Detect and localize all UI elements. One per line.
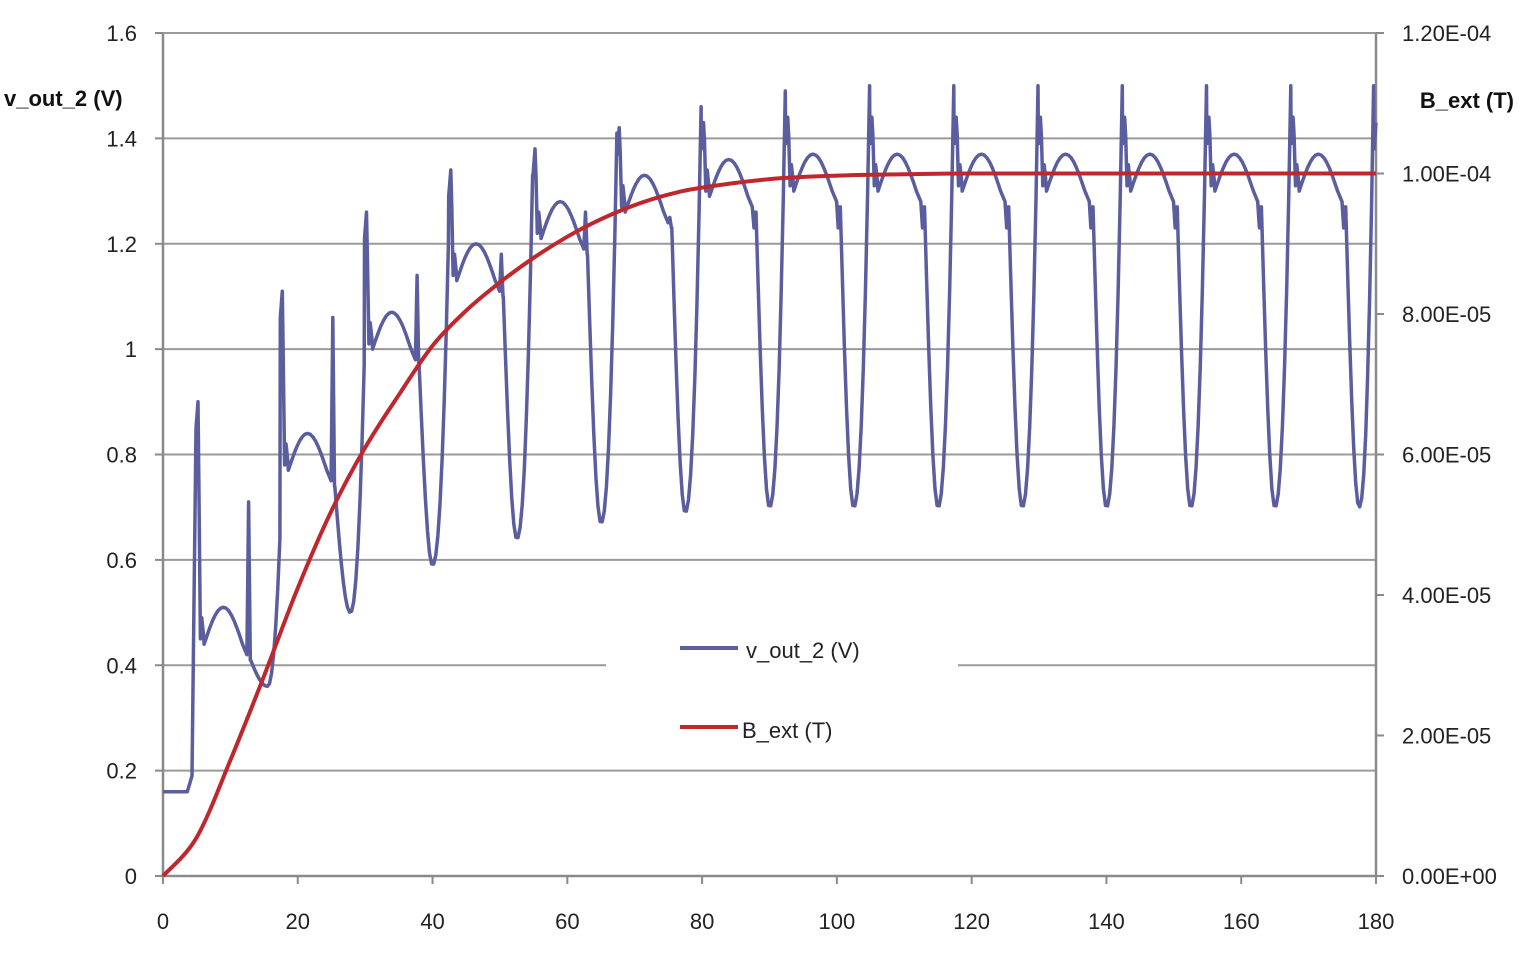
axes: 0 0.2 0.4 0.6 0.8 1 1.2 1.4 1.6 0.00E+00 2.00E-05 4… bbox=[106, 21, 1496, 934]
x-tick-label: 80 bbox=[690, 909, 714, 934]
y-axis-title: v_out_2 (V) bbox=[4, 86, 123, 111]
y2-tick-label: 0.00E+00 bbox=[1402, 864, 1497, 889]
y-tick-label: 0.8 bbox=[106, 443, 137, 468]
x-tick-label: 120 bbox=[953, 909, 990, 934]
legend-label-b-ext: B_ext (T) bbox=[742, 718, 832, 743]
y-tick-label: 1 bbox=[125, 337, 137, 362]
legend-box bbox=[606, 616, 958, 766]
x-tick-label: 140 bbox=[1088, 909, 1125, 934]
legend: v_out_2 (V) B_ext (T) bbox=[606, 616, 958, 766]
x-tick-label: 20 bbox=[286, 909, 310, 934]
x-tick-label: 160 bbox=[1223, 909, 1260, 934]
legend-label-v-out-2: v_out_2 (V) bbox=[746, 638, 860, 663]
y2-tick-label: 8.00E-05 bbox=[1402, 302, 1491, 327]
y-tick-label: 0.4 bbox=[106, 653, 137, 678]
y2-tick-label: 4.00E-05 bbox=[1402, 583, 1491, 608]
y2-tick-label: 6.00E-05 bbox=[1402, 443, 1491, 468]
series-layer bbox=[161, 83, 1378, 878]
y-tick-label: 1.4 bbox=[106, 126, 137, 151]
y-tick-label: 0.2 bbox=[106, 759, 137, 784]
y-tick-label: 1.2 bbox=[106, 232, 137, 257]
x-tick-label: 100 bbox=[819, 909, 856, 934]
y2-tick-label: 1.20E-04 bbox=[1402, 21, 1491, 46]
y2-tick-label: 2.00E-05 bbox=[1402, 724, 1491, 749]
series-line-b-ext bbox=[161, 171, 1376, 878]
y2-axis-title: B_ext (T) bbox=[1420, 88, 1514, 113]
x-tick-label: 40 bbox=[420, 909, 444, 934]
y-tick-label: 0.6 bbox=[106, 548, 137, 573]
series-line-v-out-2 bbox=[163, 83, 1378, 794]
x-tick-label: 60 bbox=[555, 909, 579, 934]
y2-tick-label: 1.00E-04 bbox=[1402, 162, 1491, 187]
x-tick-label: 180 bbox=[1358, 909, 1395, 934]
y-tick-label: 0 bbox=[125, 864, 137, 889]
x-tick-label: 0 bbox=[157, 909, 169, 934]
y-tick-label: 1.6 bbox=[106, 21, 137, 46]
